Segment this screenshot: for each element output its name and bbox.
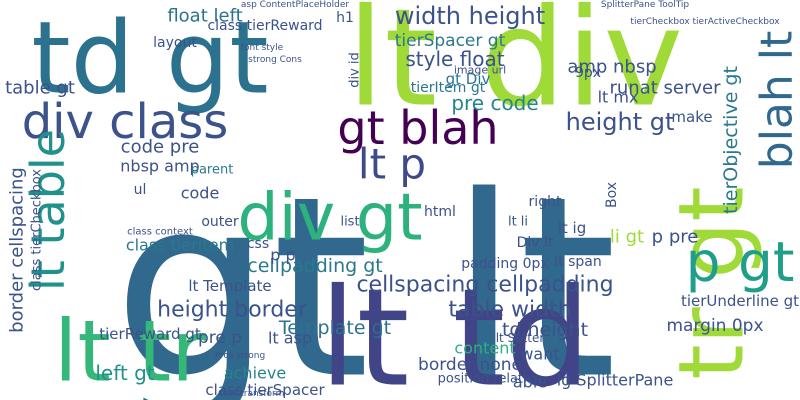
word: lt table — [21, 129, 75, 291]
word: cellspacing cellpadding — [356, 273, 613, 298]
word: h1 — [336, 10, 354, 26]
word: Template gt — [278, 317, 391, 339]
word: lt p — [358, 140, 426, 189]
word: p p — [270, 246, 295, 265]
word: Box — [604, 182, 620, 208]
word: tr gt — [660, 186, 765, 379]
word: outer — [201, 214, 239, 230]
word: class tierReward — [207, 18, 322, 34]
word: want — [520, 345, 559, 364]
word: lt asp — [268, 329, 312, 348]
word: image url — [454, 64, 506, 77]
word: tierCheckbox tierActiveCheckbox — [630, 17, 780, 27]
word: runat server — [609, 78, 721, 99]
word: layout — [153, 35, 197, 51]
word: tierReward gt — [99, 325, 201, 343]
word: div gt — [237, 181, 422, 256]
word: class tierItem — [126, 236, 234, 255]
word: p gt — [686, 230, 795, 294]
word: SplitterPane ToolTip — [601, 0, 690, 10]
word: style float — [405, 47, 504, 71]
word: left gt — [95, 361, 154, 385]
word: achieve — [224, 364, 286, 383]
word: html — [424, 204, 456, 220]
word: asp ContentPlaceHolder — [241, 0, 350, 10]
word: width height — [395, 2, 545, 30]
word: blah lt — [752, 31, 800, 169]
word: Pros strong — [215, 351, 265, 361]
word: ig SplitterPane — [557, 371, 674, 390]
word: height border — [157, 298, 308, 323]
word: border cellspacing — [7, 167, 28, 333]
word: tierSpacer gt — [395, 31, 506, 51]
word: pre p — [198, 328, 242, 348]
word: lt span — [554, 254, 601, 270]
word: strong Cons — [248, 55, 302, 65]
word: lt td — [319, 260, 591, 400]
word: gt blah — [337, 101, 498, 155]
word: right — [529, 194, 562, 210]
word: div class — [22, 94, 229, 150]
word: amp nbsp — [567, 57, 656, 78]
word: lt Setter — [496, 331, 545, 345]
word: code — [181, 184, 220, 203]
word: lt mx — [598, 88, 639, 107]
word: padding 0px — [461, 256, 548, 272]
word: table gt — [5, 78, 75, 99]
word: float left — [167, 6, 242, 27]
word: cellpadding gt — [247, 255, 382, 277]
word: height gt — [566, 108, 675, 136]
word: lt Template — [188, 277, 271, 295]
word: 9px — [575, 65, 601, 81]
word: table width — [448, 298, 571, 323]
word: lt tr — [54, 303, 206, 400]
word: border none — [418, 355, 522, 375]
word: class context — [127, 227, 193, 238]
word: text transform — [220, 389, 285, 399]
word: lt div — [347, 0, 683, 137]
word: Div lt — [517, 235, 554, 251]
word: nbsp amp — [120, 157, 199, 176]
word: able — [513, 373, 547, 392]
word: lt li — [508, 215, 528, 230]
word: class tierCheckbox — [30, 169, 45, 291]
word: lt ig — [558, 219, 587, 237]
word: ul — [134, 182, 147, 198]
word: make — [671, 108, 712, 126]
word: gt Div — [446, 70, 491, 88]
word: tierItem gt — [411, 80, 486, 96]
word: p pre — [652, 227, 699, 248]
word: li gt — [610, 227, 644, 248]
word: css — [247, 236, 269, 252]
word: code pre — [121, 137, 200, 158]
word: parent — [191, 163, 234, 178]
word: content — [454, 339, 515, 358]
word: td height — [502, 319, 588, 341]
word: pre code — [451, 91, 538, 115]
word: tierUnderline gt — [681, 292, 799, 310]
word: td gt — [31, 0, 268, 117]
word: margin 0px — [666, 316, 763, 336]
word: class tierSpacer — [205, 381, 325, 399]
word: gt lt — [113, 143, 617, 400]
word: position relative — [438, 372, 543, 387]
word: tierObjective gt — [720, 66, 742, 214]
word: list — [340, 215, 359, 230]
word: font style — [241, 43, 284, 53]
word: div id — [348, 52, 363, 88]
